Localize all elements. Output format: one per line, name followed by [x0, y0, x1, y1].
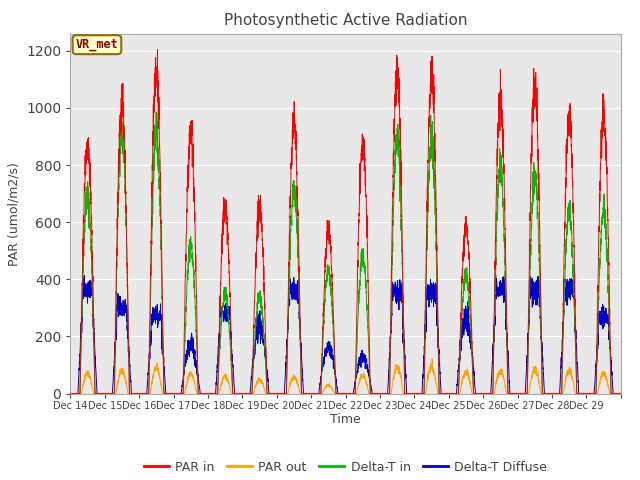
Legend: PAR in, PAR out, Delta-T in, Delta-T Diffuse: PAR in, PAR out, Delta-T in, Delta-T Dif… — [139, 456, 552, 479]
X-axis label: Time: Time — [330, 413, 361, 426]
Text: VR_met: VR_met — [76, 38, 118, 51]
Title: Photosynthetic Active Radiation: Photosynthetic Active Radiation — [224, 13, 467, 28]
Y-axis label: PAR (umol/m2/s): PAR (umol/m2/s) — [8, 162, 20, 265]
